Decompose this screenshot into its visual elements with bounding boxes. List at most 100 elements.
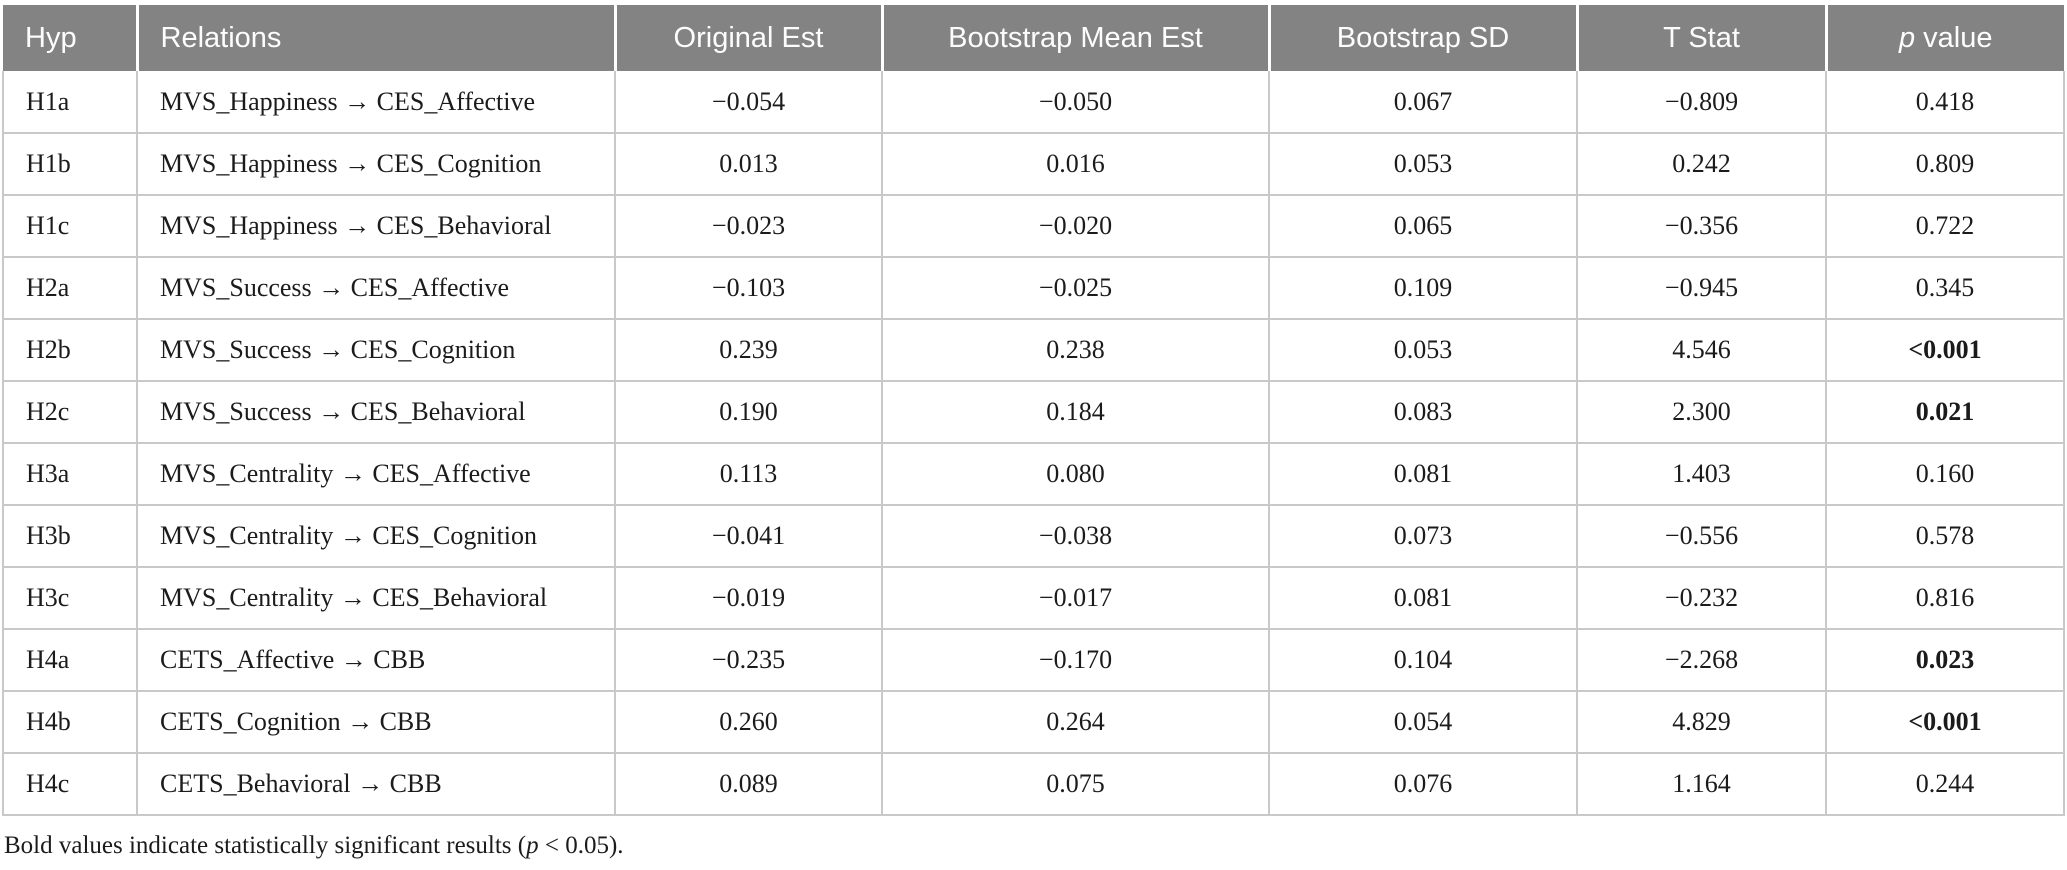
cell-relations: MVS_Success → CES_Behavioral	[136, 380, 616, 444]
results-table: Hyp Relations Original Est Bootstrap Mea…	[2, 5, 2065, 816]
cell-bootstrap-mean-est: −0.038	[881, 504, 1270, 568]
cell-hyp: H2c	[2, 380, 138, 444]
col-header-p-value: p value	[1824, 5, 2064, 71]
cell-relations: MVS_Happiness → CES_Affective	[136, 71, 616, 134]
cell-hyp: H4c	[2, 752, 138, 816]
col-header-hyp-label: Hyp	[25, 21, 77, 54]
cell-hyp: H1b	[2, 132, 138, 196]
cell-bootstrap-mean-est: −0.017	[881, 566, 1270, 630]
cell-original-est: 0.089	[614, 752, 883, 816]
cell-relations: MVS_Centrality → CES_Affective	[136, 442, 616, 506]
table-row: H3b MVS_Centrality → CES_Cognition −0.04…	[2, 504, 2065, 568]
cell-p-value: 0.722	[1825, 194, 2065, 258]
cell-relations: MVS_Happiness → CES_Cognition	[136, 132, 616, 196]
col-header-t-stat-label: T Stat	[1663, 21, 1740, 54]
col-header-bootstrap-mean-est-label: Bootstrap Mean Est	[948, 21, 1203, 54]
cell-p-value: <0.001	[1825, 318, 2065, 382]
cell-bootstrap-sd: 0.053	[1268, 132, 1578, 196]
cell-p-value: 0.816	[1825, 566, 2065, 630]
cell-bootstrap-mean-est: −0.170	[881, 628, 1270, 692]
cell-hyp: H1a	[2, 71, 138, 134]
cell-original-est: −0.041	[614, 504, 883, 568]
cell-original-est: 0.013	[614, 132, 883, 196]
cell-relations: CETS_Cognition → CBB	[136, 690, 616, 754]
cell-bootstrap-mean-est: 0.075	[881, 752, 1270, 816]
cell-hyp: H3a	[2, 442, 138, 506]
table-row: H1a MVS_Happiness → CES_Affective −0.054…	[2, 71, 2065, 134]
footnote-suffix: < 0.05).	[538, 832, 624, 859]
col-header-bootstrap-sd-label: Bootstrap SD	[1336, 21, 1510, 54]
cell-bootstrap-mean-est: 0.264	[881, 690, 1270, 754]
cell-relations: CETS_Affective → CBB	[136, 628, 616, 692]
cell-p-value: 0.160	[1825, 442, 2065, 506]
cell-t-stat: 4.829	[1576, 690, 1827, 754]
cell-bootstrap-mean-est: 0.184	[881, 380, 1270, 444]
cell-bootstrap-mean-est: −0.050	[881, 71, 1270, 134]
cell-p-value: 0.418	[1825, 71, 2065, 134]
cell-hyp: H3c	[2, 566, 138, 630]
cell-original-est: 0.113	[614, 442, 883, 506]
cell-t-stat: −0.356	[1576, 194, 1827, 258]
cell-bootstrap-mean-est: 0.080	[881, 442, 1270, 506]
col-header-hyp: Hyp	[3, 5, 137, 71]
cell-bootstrap-sd: 0.081	[1268, 442, 1578, 506]
col-header-original-est: Original Est	[613, 5, 882, 71]
footnote-italic-p: p	[526, 832, 539, 859]
cell-bootstrap-sd: 0.081	[1268, 566, 1578, 630]
cell-hyp: H3b	[2, 504, 138, 568]
cell-bootstrap-sd: 0.065	[1268, 194, 1578, 258]
col-header-original-est-label: Original Est	[673, 21, 824, 54]
col-header-p-value-italic: p	[1898, 21, 1916, 54]
cell-t-stat: 2.300	[1576, 380, 1827, 444]
cell-bootstrap-sd: 0.104	[1268, 628, 1578, 692]
cell-t-stat: 1.403	[1576, 442, 1827, 506]
cell-original-est: 0.260	[614, 690, 883, 754]
table-row: H4b CETS_Cognition → CBB 0.260 0.264 0.0…	[2, 690, 2065, 754]
table-row: H4a CETS_Affective → CBB −0.235 −0.170 0…	[2, 628, 2065, 692]
cell-bootstrap-mean-est: −0.025	[881, 256, 1270, 320]
table-row: H2a MVS_Success → CES_Affective −0.103 −…	[2, 256, 2065, 320]
cell-bootstrap-sd: 0.067	[1268, 71, 1578, 134]
cell-relations: MVS_Happiness → CES_Behavioral	[136, 194, 616, 258]
cell-original-est: 0.190	[614, 380, 883, 444]
table-body: H1a MVS_Happiness → CES_Affective −0.054…	[2, 71, 2065, 816]
col-header-p-value-rest: value	[1915, 21, 1993, 54]
col-header-relations-label: Relations	[160, 21, 282, 54]
cell-hyp: H4a	[2, 628, 138, 692]
col-header-t-stat: T Stat	[1575, 5, 1826, 71]
cell-original-est: −0.103	[614, 256, 883, 320]
table-row: H4c CETS_Behavioral → CBB 0.089 0.075 0.…	[2, 752, 2065, 816]
cell-p-value: 0.809	[1825, 132, 2065, 196]
cell-t-stat: −2.268	[1576, 628, 1827, 692]
cell-bootstrap-mean-est: −0.020	[881, 194, 1270, 258]
cell-bootstrap-sd: 0.083	[1268, 380, 1578, 444]
cell-p-value: 0.244	[1825, 752, 2065, 816]
cell-p-value: <0.001	[1825, 690, 2065, 754]
cell-t-stat: −0.809	[1576, 71, 1827, 134]
cell-relations: CETS_Behavioral → CBB	[136, 752, 616, 816]
cell-p-value: 0.578	[1825, 504, 2065, 568]
cell-original-est: −0.235	[614, 628, 883, 692]
cell-relations: MVS_Success → CES_Affective	[136, 256, 616, 320]
cell-t-stat: −0.945	[1576, 256, 1827, 320]
col-header-bootstrap-mean-est: Bootstrap Mean Est	[880, 5, 1269, 71]
cell-original-est: −0.023	[614, 194, 883, 258]
cell-original-est: −0.054	[614, 71, 883, 134]
table-row: H2b MVS_Success → CES_Cognition 0.239 0.…	[2, 318, 2065, 382]
cell-t-stat: −0.232	[1576, 566, 1827, 630]
cell-hyp: H2b	[2, 318, 138, 382]
cell-relations: MVS_Centrality → CES_Cognition	[136, 504, 616, 568]
cell-bootstrap-mean-est: 0.016	[881, 132, 1270, 196]
col-header-bootstrap-sd: Bootstrap SD	[1267, 5, 1577, 71]
cell-t-stat: 1.164	[1576, 752, 1827, 816]
cell-bootstrap-sd: 0.109	[1268, 256, 1578, 320]
cell-bootstrap-sd: 0.054	[1268, 690, 1578, 754]
cell-bootstrap-mean-est: 0.238	[881, 318, 1270, 382]
cell-relations: MVS_Success → CES_Cognition	[136, 318, 616, 382]
footnote-prefix: Bold values indicate statistically signi…	[4, 832, 527, 859]
cell-t-stat: 4.546	[1576, 318, 1827, 382]
table-header-row: Hyp Relations Original Est Bootstrap Mea…	[3, 5, 2064, 71]
cell-p-value: 0.021	[1825, 380, 2065, 444]
col-header-relations: Relations	[135, 5, 615, 71]
table-row: H3a MVS_Centrality → CES_Affective 0.113…	[2, 442, 2065, 506]
